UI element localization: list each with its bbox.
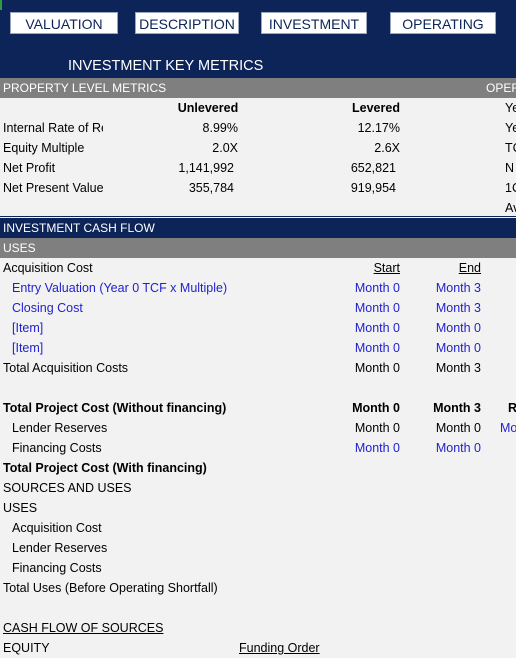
start-column-header: Start (373, 261, 400, 275)
metric-levered-value: 919,954 (350, 181, 396, 195)
acquisition-item-label[interactable]: Closing Cost (12, 301, 83, 315)
investment-button[interactable]: INVESTMENT (261, 12, 367, 34)
lender-reserves-start: Month 0 (354, 421, 400, 435)
metric-label: Equity Multiple (3, 141, 85, 155)
operating-metric-label: N (505, 161, 515, 175)
uses-header: USES (0, 238, 516, 258)
cash-flow-label: INVESTMENT CASH FLOW (3, 221, 155, 235)
metric-unlevered-value: 8.99% (202, 121, 238, 135)
total-acquisition-start: Month 0 (354, 361, 400, 375)
acquisition-item-start[interactable]: Month 0 (354, 281, 400, 295)
acquisition-item-label[interactable]: Entry Valuation (Year 0 TCF x Multiple) (12, 281, 228, 295)
su-item-label: Acquisition Cost (12, 521, 102, 535)
property-metrics-header: PROPERTY LEVEL METRICS OPER (0, 78, 516, 98)
acquisition-item-end[interactable]: Month 0 (435, 341, 481, 355)
financing-costs-end[interactable]: Month 0 (435, 441, 481, 455)
uses-sub-label: USES (3, 501, 38, 515)
acquisition-item-start[interactable]: Month 0 (354, 341, 400, 355)
funding-order-header: Funding Order (239, 641, 320, 655)
levered-column-header: Levered (352, 101, 400, 115)
acquisition-item-end[interactable]: Month 3 (435, 281, 481, 295)
total-project-end: Month 3 (433, 401, 481, 415)
metric-levered-value: 12.17% (357, 121, 400, 135)
lender-reserves-label: Lender Reserves (12, 421, 108, 435)
uses-label: USES (3, 241, 36, 255)
unlevered-column-header: Unlevered (177, 101, 239, 115)
operating-metric-label: Ye (505, 121, 516, 135)
sources-and-uses-label: SOURCES AND USES (3, 481, 132, 495)
operating-metric-label: Ye (505, 101, 516, 115)
total-project-start: Month 0 (352, 401, 400, 415)
acquisition-item-start[interactable]: Month 0 (354, 321, 400, 335)
metric-label: Internal Rate of Return (3, 121, 103, 135)
metric-label: Net Present Value (3, 181, 104, 195)
acquisition-item-start[interactable]: Month 0 (354, 301, 400, 315)
acquisition-item-label[interactable]: [Item] (12, 341, 44, 355)
financing-costs-start[interactable]: Month 0 (354, 441, 400, 455)
end-column-header: End (458, 261, 481, 275)
total-uses-label: Total Uses (Before Operating Shortfall) (3, 581, 218, 595)
metric-unlevered-value: 1,141,992 (178, 161, 234, 175)
section-divider (0, 216, 516, 217)
metric-label: Net Profit (3, 161, 56, 175)
operating-metric-label: TC (505, 141, 516, 155)
description-button[interactable]: DESCRIPTION (135, 12, 239, 34)
operating-metric-label: 1C (505, 181, 516, 195)
acquisition-item-end[interactable]: Month 0 (435, 321, 481, 335)
valuation-button[interactable]: VALUATION (10, 12, 118, 34)
clipped-column-header: R (508, 401, 516, 415)
su-item-label: Financing Costs (12, 561, 102, 575)
metric-unlevered-value: 355,784 (188, 181, 234, 195)
operating-button[interactable]: OPERATING (390, 12, 496, 34)
clipped-input-cell[interactable]: Mo (500, 421, 516, 435)
financing-costs-label: Financing Costs (12, 441, 102, 455)
cell-cursor-marker (0, 0, 2, 10)
total-acquisition-end: Month 3 (435, 361, 481, 375)
lender-reserves-end: Month 0 (435, 421, 481, 435)
metric-levered-value: 652,821 (350, 161, 396, 175)
equity-label: EQUITY (3, 641, 50, 655)
su-item-label: Lender Reserves (12, 541, 108, 555)
metric-levered-value: 2.6X (374, 141, 400, 155)
property-metrics-label: PROPERTY LEVEL METRICS (3, 81, 167, 95)
acquisition-item-label[interactable]: [Item] (12, 321, 44, 335)
total-project-cost-label: Total Project Cost (Without financing) (3, 401, 227, 415)
total-acquisition-label: Total Acquisition Costs (3, 361, 129, 375)
metric-unlevered-value: 2.0X (212, 141, 238, 155)
cash-flow-header: INVESTMENT CASH FLOW (0, 218, 516, 238)
operating-metric-label: Av (505, 201, 516, 215)
acquisition-item-end[interactable]: Month 3 (435, 301, 481, 315)
page-title: INVESTMENT KEY METRICS (68, 58, 264, 74)
total-with-financing-label: Total Project Cost (With financing) (3, 461, 207, 475)
acquisition-cost-label: Acquisition Cost (3, 261, 93, 275)
operating-metrics-label: OPER (486, 81, 516, 95)
cash-flow-sources-label: CASH FLOW OF SOURCES (3, 621, 164, 635)
